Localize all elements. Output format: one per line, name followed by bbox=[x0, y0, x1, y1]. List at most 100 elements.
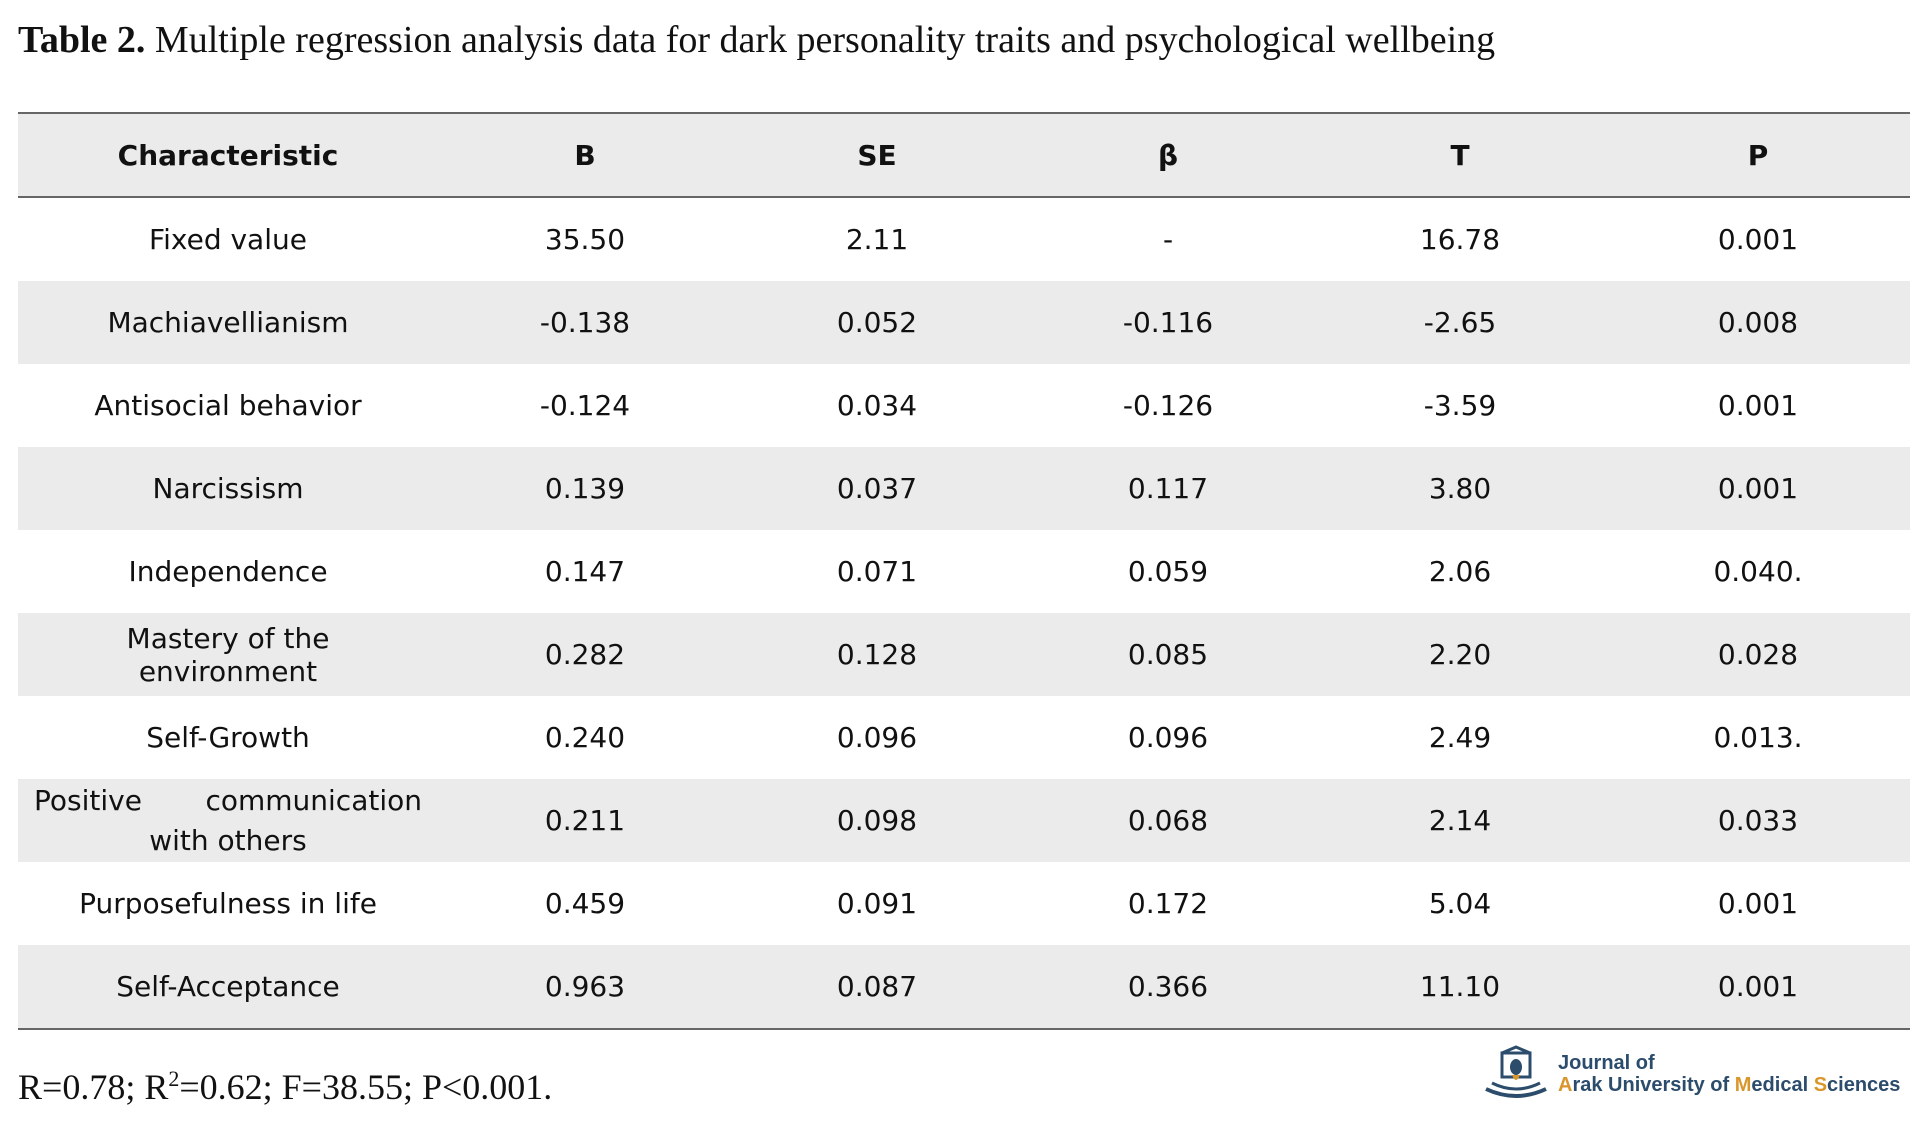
header-t: T bbox=[1314, 112, 1606, 198]
table-caption: Table 2. Multiple regression analysis da… bbox=[18, 18, 1495, 62]
journal-emblem-icon bbox=[1485, 1045, 1547, 1098]
journal-name-part: rak University of bbox=[1572, 1074, 1735, 1096]
cell-t: 11.10 bbox=[1314, 945, 1606, 1030]
cell-p: 0.001 bbox=[1717, 887, 1799, 920]
header-characteristic: Characteristic bbox=[18, 112, 438, 198]
table-row: Antisocial behavior -0.124 0.034 -0.126 … bbox=[18, 364, 1910, 447]
cell-se: 2.11 bbox=[845, 223, 909, 256]
cell-beta: 0.117 bbox=[1022, 447, 1314, 530]
table-row: Positive communication with others 0.211 … bbox=[18, 779, 1910, 862]
row-characteristic: Antisocial behavior bbox=[94, 389, 362, 422]
cell-b: 0.147 bbox=[544, 555, 626, 588]
journal-name-initial-m: M bbox=[1734, 1074, 1752, 1096]
cell-t: 5.04 bbox=[1428, 887, 1492, 920]
journal-name-initial-s: S bbox=[1813, 1074, 1828, 1096]
cell-beta: -0.126 bbox=[1122, 389, 1214, 422]
cell-beta: 0.172 bbox=[1127, 887, 1209, 920]
cell-t: 2.20 bbox=[1314, 613, 1606, 696]
cell-b: -0.124 bbox=[539, 389, 631, 422]
row-characteristic: Purposefulness in life bbox=[79, 887, 377, 920]
cell-b: 0.963 bbox=[438, 945, 732, 1030]
cell-b: -0.138 bbox=[438, 281, 732, 364]
caption-text: Multiple regression analysis data for da… bbox=[145, 19, 1496, 61]
cell-b: 0.139 bbox=[438, 447, 732, 530]
journal-name-line1: Journal of bbox=[1558, 1052, 1655, 1074]
cell-p: 0.040. bbox=[1713, 555, 1803, 588]
cell-p: 0.001 bbox=[1717, 389, 1799, 422]
cell-beta: 0.085 bbox=[1022, 613, 1314, 696]
cell-t: 16.78 bbox=[1419, 223, 1501, 256]
cell-b: 0.459 bbox=[544, 887, 626, 920]
cell-b: 0.282 bbox=[438, 613, 732, 696]
cell-p: 0.033 bbox=[1606, 779, 1910, 862]
cell-t: 2.14 bbox=[1314, 779, 1606, 862]
caption-label: Table 2. bbox=[18, 19, 146, 61]
journal-logo: Journal of Arak University of Medical Sc… bbox=[1480, 1044, 1910, 1104]
cell-se: 0.096 bbox=[836, 721, 918, 754]
cell-t: 2.06 bbox=[1428, 555, 1492, 588]
table-row: Narcissism 0.139 0.037 0.117 3.80 0.001 bbox=[18, 447, 1910, 530]
header-se: SE bbox=[732, 112, 1022, 198]
cell-beta: - bbox=[1162, 223, 1174, 256]
table-row: Fixed value 35.50 2.11 - 16.78 0.001 bbox=[18, 197, 1910, 281]
journal-name-part: ciences bbox=[1827, 1074, 1901, 1096]
journal-name-line2: Arak University of Medical Sciences bbox=[1558, 1074, 1900, 1096]
cell-se: 0.098 bbox=[732, 779, 1022, 862]
cell-t: -3.59 bbox=[1423, 389, 1497, 422]
cell-p: 0.001 bbox=[1606, 447, 1910, 530]
header-p: P bbox=[1606, 112, 1910, 198]
row-characteristic: Fixed value bbox=[149, 223, 307, 256]
cell-se: 0.087 bbox=[732, 945, 1022, 1030]
cell-t: 3.80 bbox=[1314, 447, 1606, 530]
cell-p: 0.008 bbox=[1606, 281, 1910, 364]
cell-beta: 0.068 bbox=[1022, 779, 1314, 862]
cell-se: 0.128 bbox=[732, 613, 1022, 696]
row-characteristic: Mastery of the environment bbox=[18, 613, 438, 696]
table-row: Independence 0.147 0.071 0.059 2.06 0.04… bbox=[18, 530, 1910, 613]
cell-se: 0.052 bbox=[732, 281, 1022, 364]
cell-b: 0.240 bbox=[544, 721, 626, 754]
cell-p: 0.001 bbox=[1717, 223, 1799, 256]
row-characteristic: Narcissism bbox=[18, 447, 438, 530]
cell-t: -2.65 bbox=[1314, 281, 1606, 364]
cell-se: 0.037 bbox=[732, 447, 1022, 530]
row-characteristic: Self-Acceptance bbox=[18, 945, 438, 1030]
header-row: Characteristic B SE β T P bbox=[18, 112, 1910, 198]
word-communication: communication bbox=[205, 783, 422, 817]
row-characteristic: Machiavellianism bbox=[18, 281, 438, 364]
footnote-rest: =0.62; F=38.55; P<0.001. bbox=[179, 1067, 553, 1107]
regression-table: Characteristic B SE β T P Fixed value 35… bbox=[18, 112, 1910, 1030]
cell-beta: 0.096 bbox=[1127, 721, 1209, 754]
row-characteristic: Positive communication with others bbox=[18, 779, 438, 862]
cell-beta: -0.116 bbox=[1022, 281, 1314, 364]
journal-name-part: edical bbox=[1751, 1074, 1814, 1096]
header-b: B bbox=[438, 112, 732, 198]
cell-p: 0.013. bbox=[1713, 721, 1803, 754]
table-footnote: R=0.78; R2=0.62; F=38.55; P<0.001. bbox=[18, 1066, 552, 1108]
header-beta: β bbox=[1022, 112, 1314, 198]
table-row: Self-Growth 0.240 0.096 0.096 2.49 0.013… bbox=[18, 696, 1910, 779]
cell-t: 2.49 bbox=[1428, 721, 1492, 754]
row-characteristic: Independence bbox=[128, 555, 328, 588]
table-row: Self-Acceptance 0.963 0.087 0.366 11.10 … bbox=[18, 945, 1910, 1030]
cell-b: 0.211 bbox=[438, 779, 732, 862]
cell-se: 0.091 bbox=[836, 887, 918, 920]
table-row: Mastery of the environment 0.282 0.128 0… bbox=[18, 613, 1910, 696]
cell-se: 0.071 bbox=[836, 555, 918, 588]
journal-name-initial-a: A bbox=[1558, 1074, 1573, 1096]
cell-p: 0.001 bbox=[1606, 945, 1910, 1030]
footnote-r: R=0.78; R bbox=[18, 1067, 169, 1107]
row-characteristic: Self-Growth bbox=[146, 721, 310, 754]
journal-name: Journal of Arak University of Medical Sc… bbox=[1558, 1052, 1900, 1096]
cell-beta: 0.059 bbox=[1127, 555, 1209, 588]
row-characteristic-line2: with others bbox=[149, 823, 307, 857]
row-characteristic-line1: Positive communication bbox=[34, 781, 422, 821]
table-row: Machiavellianism -0.138 0.052 -0.116 -2.… bbox=[18, 281, 1910, 364]
cell-beta: 0.366 bbox=[1022, 945, 1314, 1030]
cell-b: 35.50 bbox=[544, 223, 626, 256]
footnote-sup: 2 bbox=[168, 1066, 180, 1091]
table-row: Purposefulness in life 0.459 0.091 0.172… bbox=[18, 862, 1910, 945]
cell-p: 0.028 bbox=[1606, 613, 1910, 696]
word-positive: Positive bbox=[34, 783, 142, 817]
cell-se: 0.034 bbox=[836, 389, 918, 422]
